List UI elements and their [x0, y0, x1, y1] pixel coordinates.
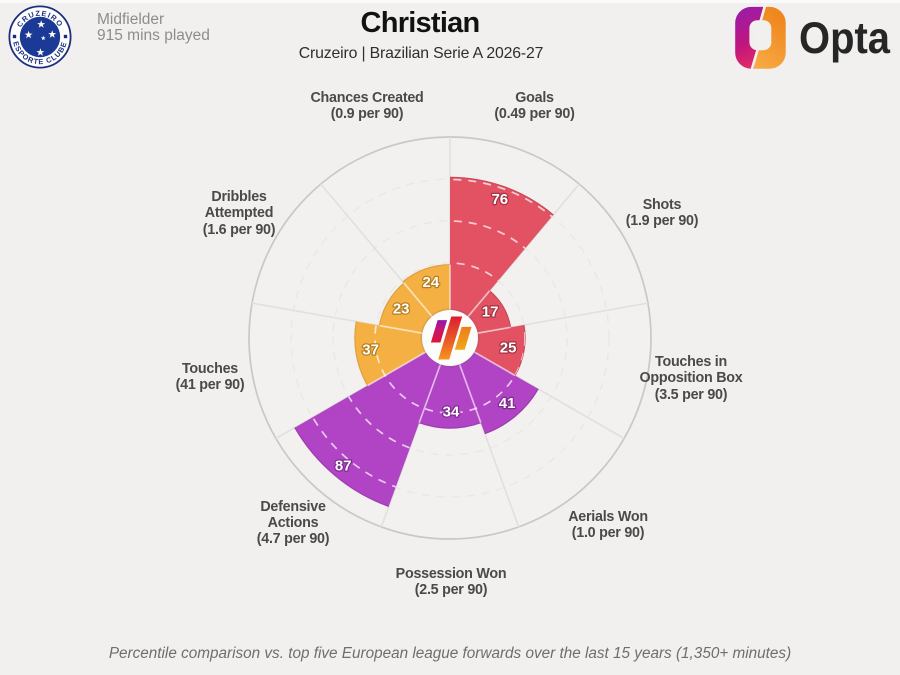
- svg-text:34: 34: [443, 403, 460, 420]
- svg-text:37: 37: [362, 342, 379, 359]
- svg-text:76: 76: [491, 191, 508, 208]
- svg-text:25: 25: [500, 340, 517, 357]
- svg-text:24: 24: [423, 274, 440, 291]
- svg-text:41: 41: [499, 395, 516, 412]
- svg-text:87: 87: [335, 458, 352, 475]
- svg-text:Opta: Opta: [799, 14, 891, 63]
- svg-text:23: 23: [393, 300, 410, 317]
- svg-text:17: 17: [482, 304, 499, 321]
